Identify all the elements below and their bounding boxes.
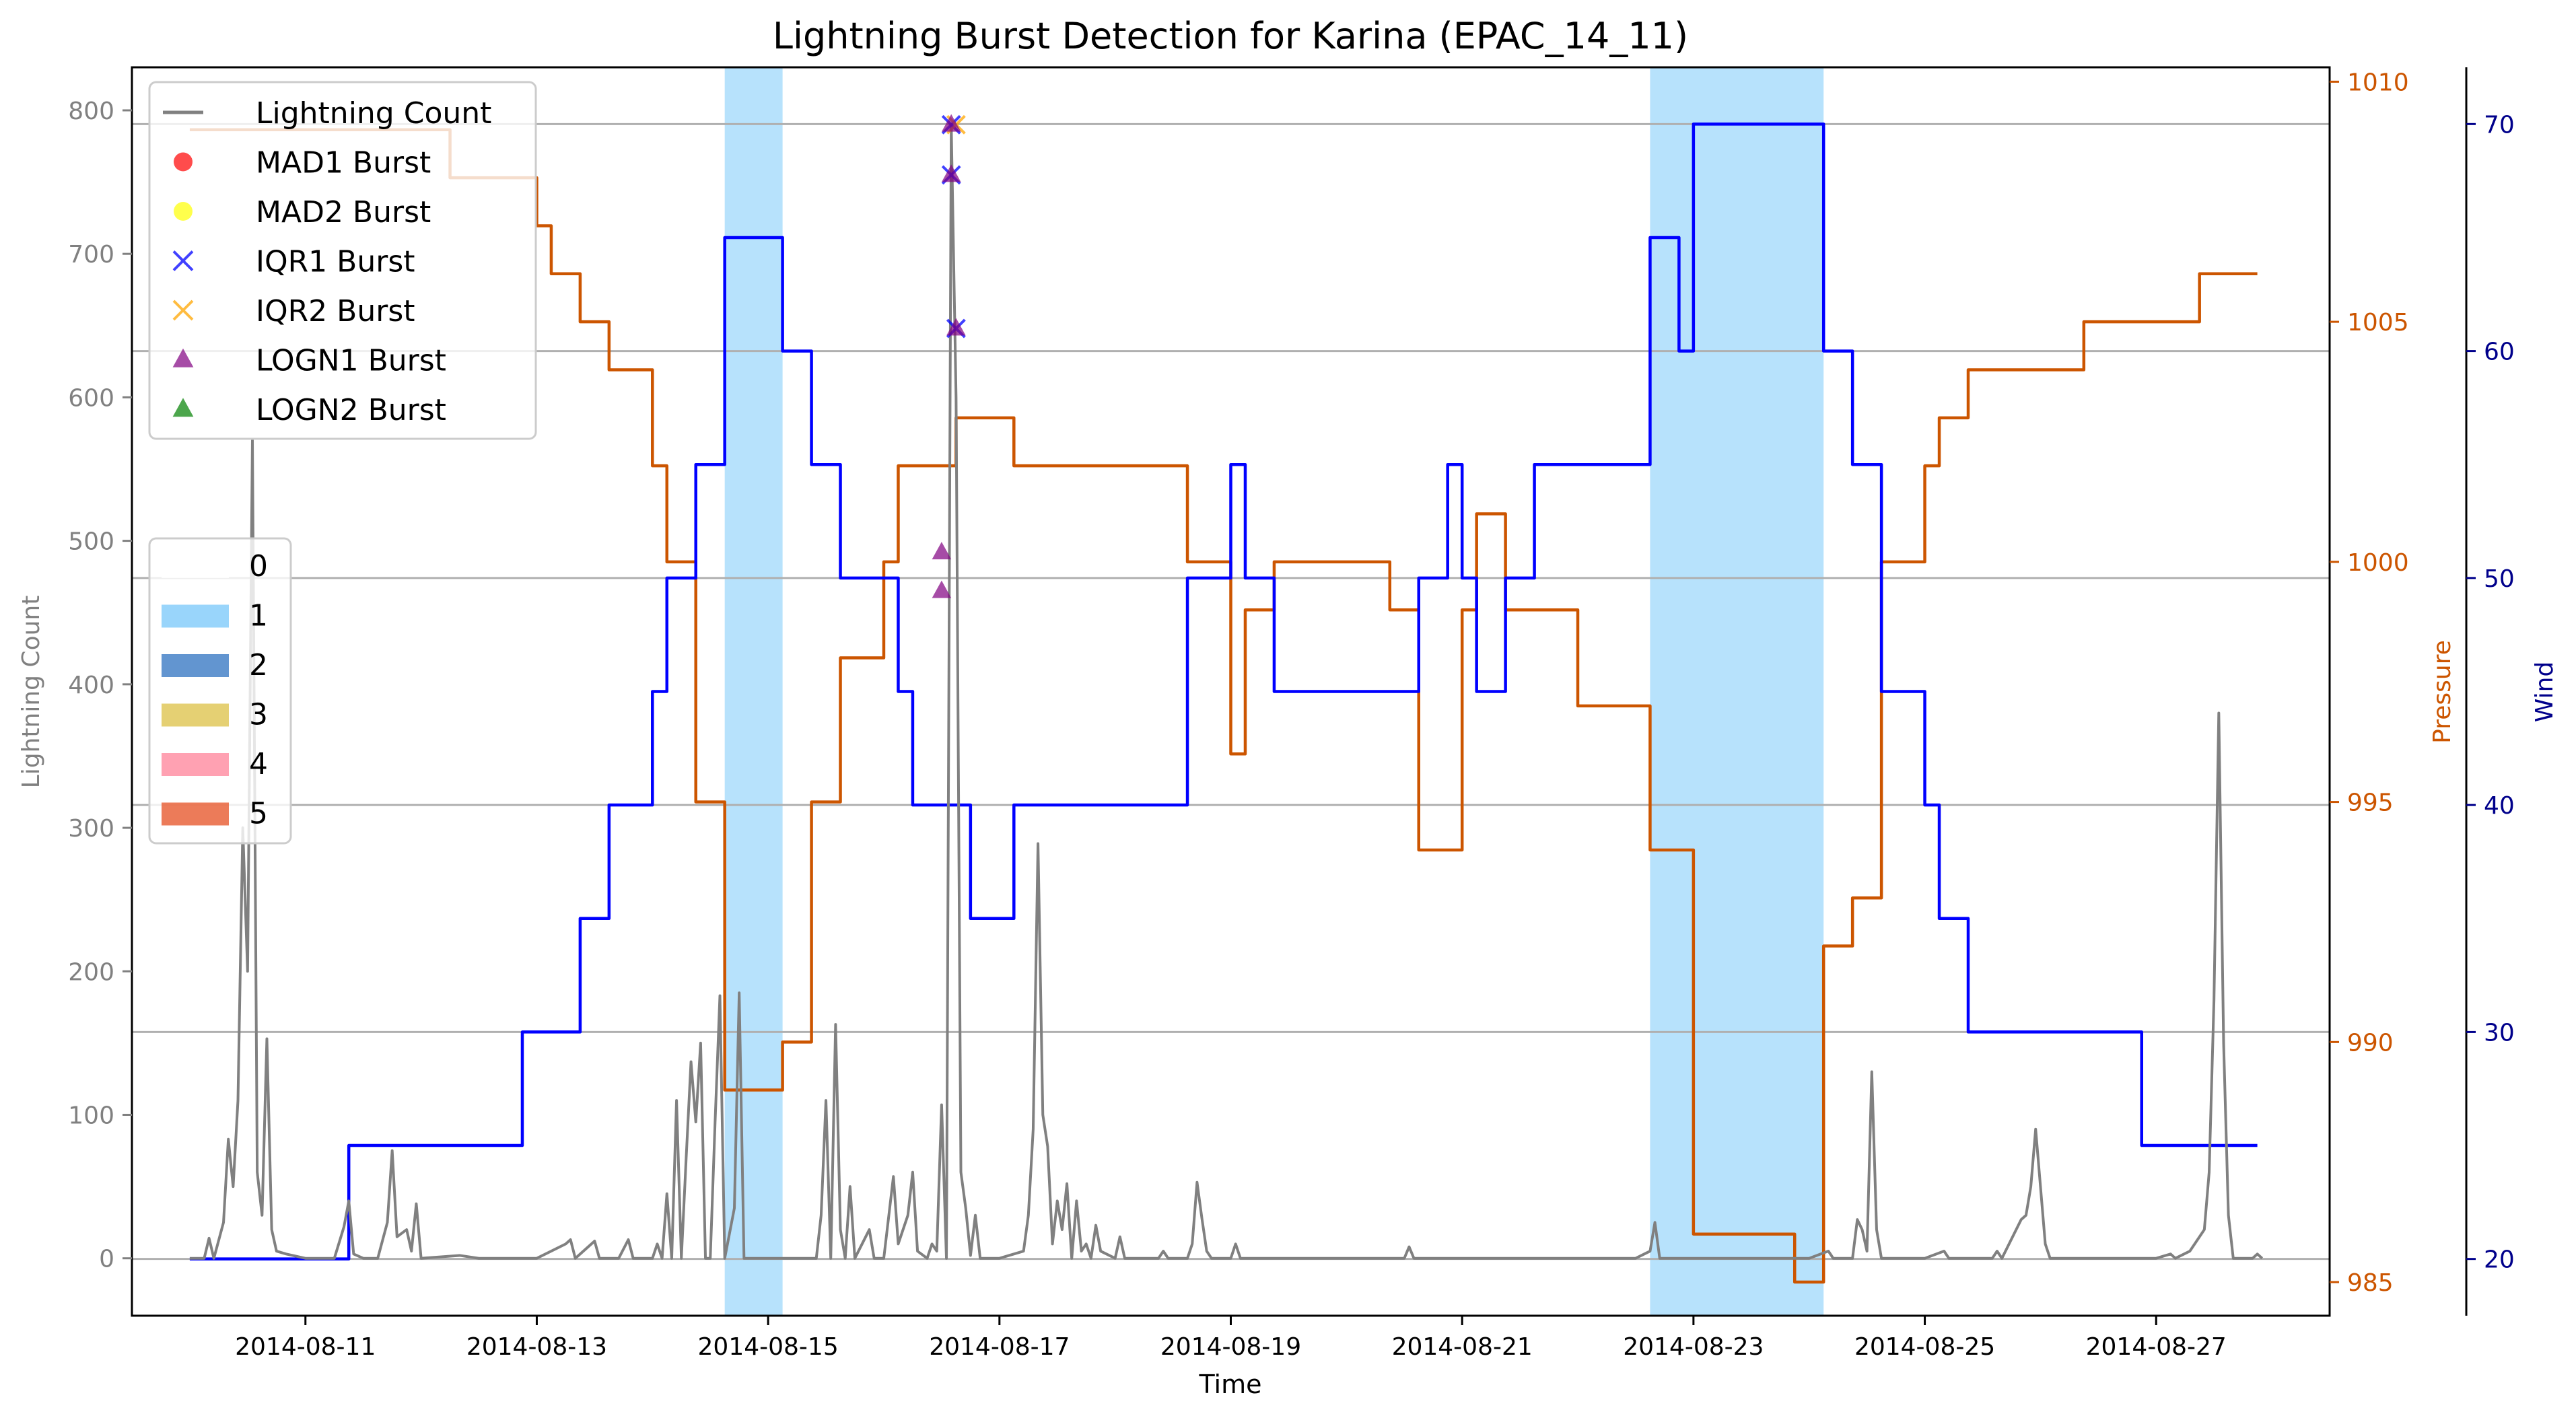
legend-label: LOGN2 Burst — [256, 393, 446, 427]
category-swatch-4 — [162, 753, 229, 776]
category-label-1: 1 — [249, 599, 268, 633]
logn1-burst-marker-3 — [946, 318, 966, 336]
category-legend-box — [148, 537, 292, 845]
category-swatch-0 — [162, 555, 229, 578]
logn1-burst-marker-1 — [941, 114, 961, 132]
category-label-0: 0 — [249, 549, 268, 583]
left-tick-label: 100 — [68, 1102, 114, 1129]
left-tick-label: 0 — [99, 1246, 114, 1273]
burst-markers — [932, 114, 966, 598]
category-label-4: 4 — [249, 747, 268, 781]
wind-step-line — [189, 122, 2258, 1261]
wind-tick-label: 70 — [2484, 111, 2515, 139]
legend-label: MAD1 Burst — [256, 146, 431, 180]
category-swatch-5 — [162, 802, 229, 826]
legend-swatch-circle — [174, 152, 193, 172]
x-tick-label: 2014-08-15 — [698, 1333, 839, 1361]
x-tick-label: 2014-08-27 — [2086, 1333, 2227, 1361]
left-tick-label: 600 — [68, 384, 114, 412]
x-tick-label: 2014-08-21 — [1392, 1333, 1533, 1361]
wind-tick-label: 40 — [2484, 792, 2515, 820]
legend-swatch-triangle — [172, 398, 194, 417]
category-swatch-1 — [162, 604, 229, 628]
x-tick-label: 2014-08-17 — [929, 1333, 1070, 1361]
series-layer — [189, 122, 2264, 1284]
x-tick-label: 2014-08-13 — [466, 1333, 607, 1361]
legend-swatch-x — [172, 299, 194, 321]
left-tick-label: 400 — [68, 672, 114, 699]
x-tick-label: 2014-08-25 — [1854, 1333, 1995, 1361]
wind-tick-label: 50 — [2484, 565, 2515, 593]
chart-title: Lightning Burst Detection for Karina (EP… — [773, 15, 1688, 57]
shaded-region-1 — [724, 67, 783, 1316]
legend-swatch-circle — [174, 202, 193, 221]
wind-tick-label: 30 — [2484, 1019, 2515, 1047]
series-legend: Lightning Count MAD1 Burst MAD2 Burst IQR1 … — [148, 81, 537, 440]
left-tick-label: 700 — [68, 241, 114, 269]
logn1-burst-marker-2 — [941, 164, 961, 182]
legend-label: IQR2 Burst — [256, 294, 415, 328]
pressure-tick-label: 1010 — [2347, 69, 2409, 96]
pressure-tick-label: 985 — [2347, 1269, 2394, 1297]
left-tick-label: 300 — [68, 815, 114, 843]
category-legend: 0 1 2 3 4 5 — [148, 537, 292, 845]
left-tick-label: 800 — [68, 98, 114, 125]
pressure-tick-label: 995 — [2347, 789, 2394, 817]
x-axis-label: Time — [1199, 1370, 1262, 1399]
pressure-axis-label: Pressure — [2429, 640, 2456, 744]
shaded-region-2 — [1650, 67, 1824, 1316]
pressure-tick-label: 1005 — [2347, 309, 2409, 336]
x-tick-label: 2014-08-23 — [1623, 1333, 1764, 1361]
legend-swatch-triangle — [172, 348, 194, 367]
category-swatch-3 — [162, 703, 229, 727]
left-tick-label: 200 — [68, 958, 114, 986]
x-tick-label: 2014-08-11 — [235, 1333, 376, 1361]
pressure-tick-label: 990 — [2347, 1029, 2394, 1057]
category-label-3: 3 — [249, 698, 268, 732]
x-tick-label: 2014-08-19 — [1160, 1333, 1301, 1361]
left-tick-label: 500 — [68, 528, 114, 556]
logn1-burst-marker-4 — [932, 542, 952, 560]
legend-label: IQR1 Burst — [256, 245, 415, 279]
lightning-count-line — [189, 123, 2264, 1260]
legend-label: Lightning Count — [256, 96, 491, 131]
wind-tick-label: 20 — [2484, 1246, 2515, 1274]
pressure-tick-label: 1000 — [2347, 549, 2409, 577]
category-label-5: 5 — [249, 797, 268, 831]
logn1-burst-marker-5 — [932, 580, 952, 598]
category-swatch-2 — [162, 654, 229, 677]
wind-axis-label: Wind — [2531, 662, 2558, 722]
pressure-step-line — [189, 128, 2258, 1284]
legend-label: LOGN1 Burst — [256, 344, 446, 378]
left-axis-label: Lightning Count — [18, 596, 45, 789]
axes-layer: 2014-08-11 2014-08-13 2014-08-15 2014-08-17… — [68, 67, 2515, 1361]
legend-label: MAD2 Burst — [256, 195, 431, 229]
legend-swatch-x — [172, 250, 194, 271]
wind-tick-label: 60 — [2484, 339, 2515, 366]
series-legend-box — [148, 81, 537, 440]
category-label-2: 2 — [249, 648, 268, 682]
